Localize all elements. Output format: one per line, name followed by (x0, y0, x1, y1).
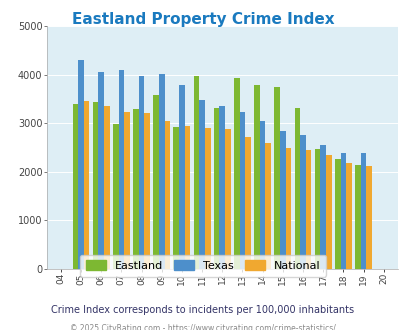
Bar (133, 109, 139, 269)
Bar (325, 155, 331, 269)
Bar (118, 70, 124, 269)
Bar (314, 148, 320, 269)
Bar (245, 137, 250, 269)
Bar (294, 108, 299, 269)
Bar (265, 143, 271, 269)
Bar (92, 102, 98, 269)
Bar (184, 126, 190, 269)
Bar (98, 72, 104, 269)
Bar (299, 135, 305, 269)
Bar (340, 153, 345, 269)
Bar (173, 127, 179, 269)
Bar (83, 101, 89, 269)
Bar (320, 145, 325, 269)
Text: Crime Index corresponds to incidents per 100,000 inhabitants: Crime Index corresponds to incidents per… (51, 305, 354, 315)
Bar (78, 60, 83, 269)
Bar (144, 113, 150, 269)
Bar (179, 85, 184, 269)
Bar (153, 95, 158, 269)
Bar (233, 78, 239, 269)
Bar (305, 150, 311, 269)
Bar (360, 153, 365, 269)
Bar (254, 84, 259, 269)
Bar (274, 86, 279, 269)
Bar (345, 163, 351, 269)
Bar (365, 166, 371, 269)
Bar (285, 148, 291, 269)
Bar (193, 76, 199, 269)
Bar (224, 129, 230, 269)
Bar (104, 107, 109, 269)
Bar (279, 131, 285, 269)
Bar (113, 124, 118, 269)
Bar (158, 74, 164, 269)
Text: © 2025 CityRating.com - https://www.cityrating.com/crime-statistics/: © 2025 CityRating.com - https://www.city… (70, 324, 335, 330)
Text: Eastland Property Crime Index: Eastland Property Crime Index (72, 12, 333, 26)
Bar (219, 107, 224, 269)
Bar (164, 120, 170, 269)
Bar (259, 121, 265, 269)
Bar (239, 112, 245, 269)
Bar (334, 159, 340, 269)
Bar (205, 128, 210, 269)
Bar (72, 104, 78, 269)
Bar (354, 165, 360, 269)
Bar (199, 100, 205, 269)
Bar (139, 76, 144, 269)
Bar (124, 112, 130, 269)
Bar (213, 108, 219, 269)
Legend: Eastland, Texas, National: Eastland, Texas, National (80, 255, 325, 277)
